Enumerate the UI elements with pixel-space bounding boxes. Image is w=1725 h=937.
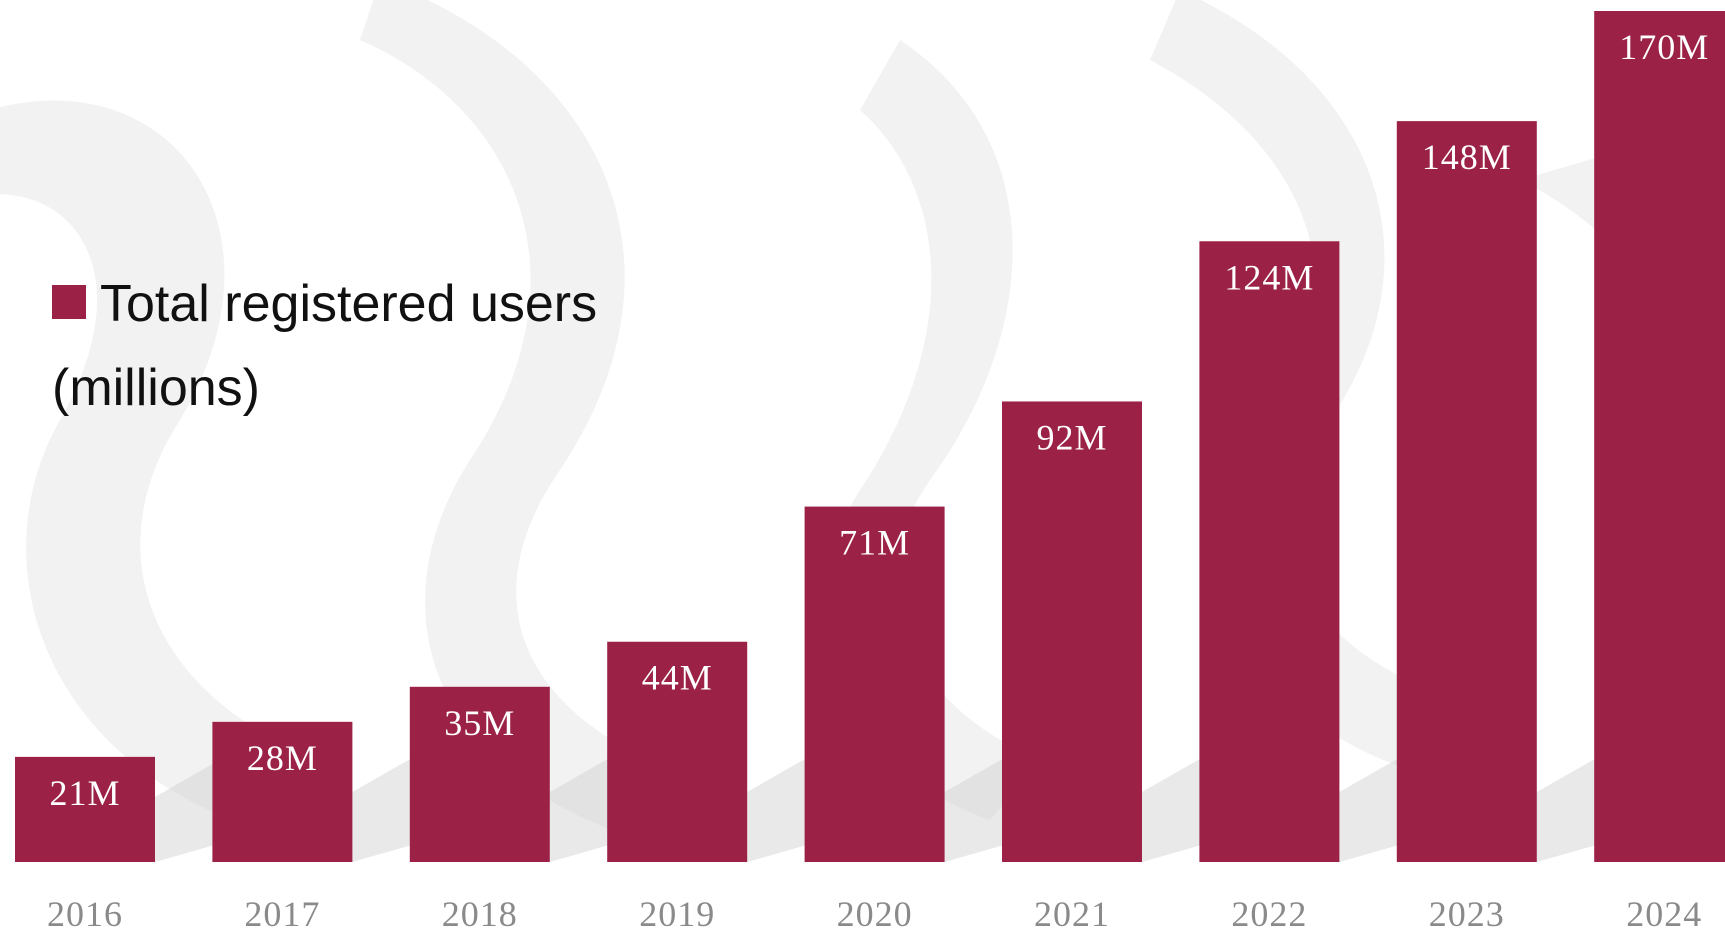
bar-value-label: 148M bbox=[1422, 137, 1512, 177]
bar-2020 bbox=[804, 506, 945, 862]
bar-shadow bbox=[747, 752, 818, 862]
legend: Total registered users (millions) bbox=[52, 262, 692, 430]
bar-value-label: 92M bbox=[1036, 417, 1107, 457]
bar-2018 bbox=[409, 686, 550, 862]
x-axis-tick-labels: 2016 2017 2018 2019 2020 2021 2022 2023 2024 bbox=[47, 894, 1702, 934]
x-tick-label: 2017 bbox=[244, 894, 320, 934]
bar-shadow bbox=[549, 752, 620, 862]
bar-2019 bbox=[607, 641, 748, 862]
bar-2017 bbox=[212, 721, 353, 862]
x-tick-label: 2016 bbox=[47, 894, 123, 934]
swirl-shape bbox=[360, 0, 700, 840]
bar-shadow bbox=[1536, 752, 1607, 862]
bar-2023 bbox=[1396, 121, 1537, 863]
bar-shadow bbox=[1339, 752, 1410, 862]
bar-value-label: 170M bbox=[1619, 27, 1709, 67]
bar-2016 bbox=[15, 756, 155, 862]
bar-shadow bbox=[352, 752, 423, 862]
bar-value-label: 21M bbox=[49, 773, 120, 813]
x-tick-label: 2021 bbox=[1034, 894, 1110, 934]
x-tick-label: 2019 bbox=[639, 894, 715, 934]
bar-2022 bbox=[1199, 241, 1340, 863]
legend-swatch bbox=[52, 285, 86, 319]
bar-value-label: 71M bbox=[839, 523, 910, 563]
bar-labels: 21M 28M 35M 44M 71M 92M 124M 148M 170M bbox=[49, 27, 1709, 813]
bar-shadow bbox=[944, 752, 1015, 862]
bar-value-label: 44M bbox=[642, 658, 713, 698]
bar-shadow bbox=[1142, 752, 1212, 862]
bar-2024 bbox=[1594, 11, 1725, 862]
x-tick-label: 2018 bbox=[442, 894, 518, 934]
x-tick-label: 2024 bbox=[1626, 894, 1702, 934]
x-tick-label: 2020 bbox=[837, 894, 913, 934]
bars bbox=[15, 11, 1725, 863]
legend-label: Total registered users (millions) bbox=[52, 275, 598, 417]
bar-2021 bbox=[1002, 401, 1142, 862]
bar-value-label: 124M bbox=[1224, 257, 1314, 297]
bar-value-label: 35M bbox=[444, 703, 515, 743]
x-tick-label: 2022 bbox=[1231, 894, 1307, 934]
x-tick-label: 2023 bbox=[1429, 894, 1505, 934]
bar-value-label: 28M bbox=[247, 738, 318, 778]
bar-shadow bbox=[155, 756, 225, 862]
swirl-shape bbox=[0, 100, 320, 830]
bar-shadows bbox=[155, 752, 1607, 862]
